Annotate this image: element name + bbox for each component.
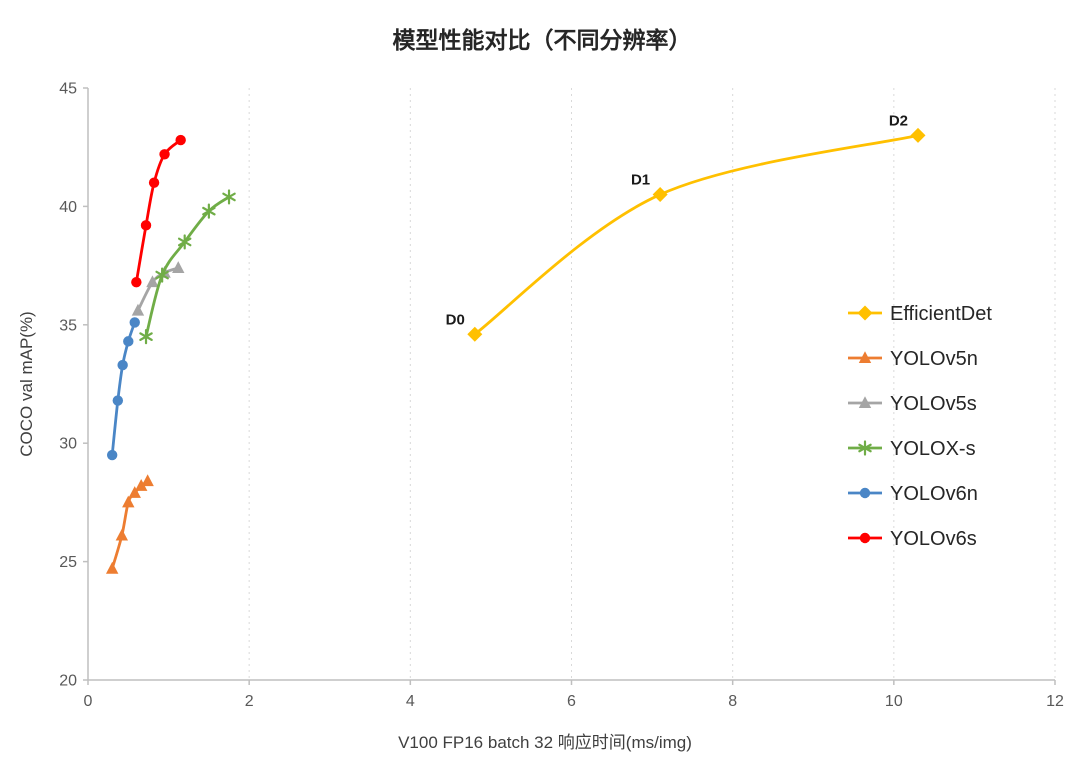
data-point-marker (467, 326, 483, 342)
data-point-marker (146, 275, 159, 288)
data-point-marker (858, 351, 872, 363)
point-label-D2: D2 (889, 112, 908, 129)
series-line-YOLOv5n (110, 479, 150, 571)
data-point-marker (139, 329, 153, 345)
data-point-marker (858, 440, 872, 456)
legend-label: EfficientDet (890, 303, 992, 325)
data-point-marker (123, 336, 134, 347)
series-YOLOv6n (106, 317, 140, 461)
y-tick-label: 20 (59, 673, 77, 690)
legend-item-YOLOv5s: YOLOv5s (848, 393, 977, 415)
data-point-marker (859, 532, 871, 544)
legend-item-YOLOv5n: YOLOv5n (848, 348, 978, 370)
series-line-YOLOX-s (144, 195, 231, 339)
data-point-marker (175, 134, 186, 146)
series-YOLOv5n (105, 474, 154, 574)
data-point-marker (177, 234, 192, 250)
x-tick-label: 10 (885, 693, 903, 710)
y-tick-label: 40 (59, 199, 77, 216)
series-EfficientDet: D0 D1 D2 (446, 112, 926, 342)
x-tick-label: 8 (728, 693, 737, 710)
data-point-marker (105, 561, 119, 574)
series-YOLOv6s (131, 134, 186, 288)
data-point-marker (131, 276, 142, 288)
legend-item-YOLOv6s: YOLOv6s (848, 528, 977, 550)
x-tick-label: 4 (406, 693, 415, 710)
data-point-marker (202, 203, 216, 219)
data-point-marker (131, 303, 145, 316)
data-point-marker (910, 127, 926, 143)
series-line-EfficientDet (473, 133, 920, 336)
y-tick-label: 35 (59, 317, 77, 334)
legend-label: YOLOv5n (890, 348, 978, 370)
legend-label: YOLOv5s (890, 393, 977, 415)
legend-item-EfficientDet: EfficientDet (848, 303, 992, 325)
legend: EfficientDet YOLOv5n YOLOv5s YOLOX-s YOLOv6n… (848, 303, 992, 550)
x-tick-label: 0 (84, 693, 93, 710)
data-point-marker (122, 495, 135, 508)
legend-label: YOLOv6n (890, 483, 978, 505)
chart-title: 模型性能对比（不同分辨率） (393, 27, 692, 53)
data-point-marker (129, 317, 140, 328)
data-point-marker (112, 395, 124, 406)
x-tick-label: 12 (1046, 693, 1064, 710)
data-point-marker (155, 267, 169, 283)
data-point-marker (134, 479, 148, 491)
legend-item-YOLOv6n: YOLOv6n (848, 483, 978, 505)
data-point-marker (140, 220, 152, 231)
series-line-YOLOv6s (134, 138, 183, 284)
data-point-marker (857, 305, 873, 321)
data-point-marker (859, 487, 871, 499)
series-YOLOX-s (139, 189, 236, 345)
data-point-marker (222, 189, 236, 205)
y-tick-label: 25 (59, 554, 77, 571)
y-tick-label: 45 (59, 81, 77, 98)
data-point-marker (106, 449, 118, 461)
y-tick-label: 30 (59, 436, 77, 453)
data-point-marker (858, 396, 872, 408)
gridlines (248, 88, 1056, 680)
data-point-marker (141, 474, 154, 487)
x-tick-label: 6 (567, 693, 576, 710)
data-point-marker (148, 177, 160, 188)
x-axis-label: V100 FP16 batch 32 响应时间(ms/img) (398, 733, 692, 752)
data-point-marker (172, 261, 185, 273)
point-label-D1: D1 (631, 172, 650, 189)
legend-label: YOLOX-s (890, 438, 976, 460)
data-point-marker (128, 486, 141, 498)
data-point-marker (117, 359, 128, 371)
legend-label: YOLOv6s (890, 528, 977, 550)
data-point-marker (652, 187, 668, 203)
legend-item-YOLOX-s: YOLOX-s (848, 438, 976, 460)
tick-labels: 0 2 4 6 8 10 12 20 25 30 35 40 45 (59, 81, 1064, 711)
y-axis-label: COCO val mAP(%) (17, 311, 36, 456)
point-label-D0: D0 (446, 311, 465, 328)
data-point-marker (159, 149, 170, 160)
data-point-marker (115, 528, 129, 541)
x-tick-label: 2 (245, 693, 254, 710)
